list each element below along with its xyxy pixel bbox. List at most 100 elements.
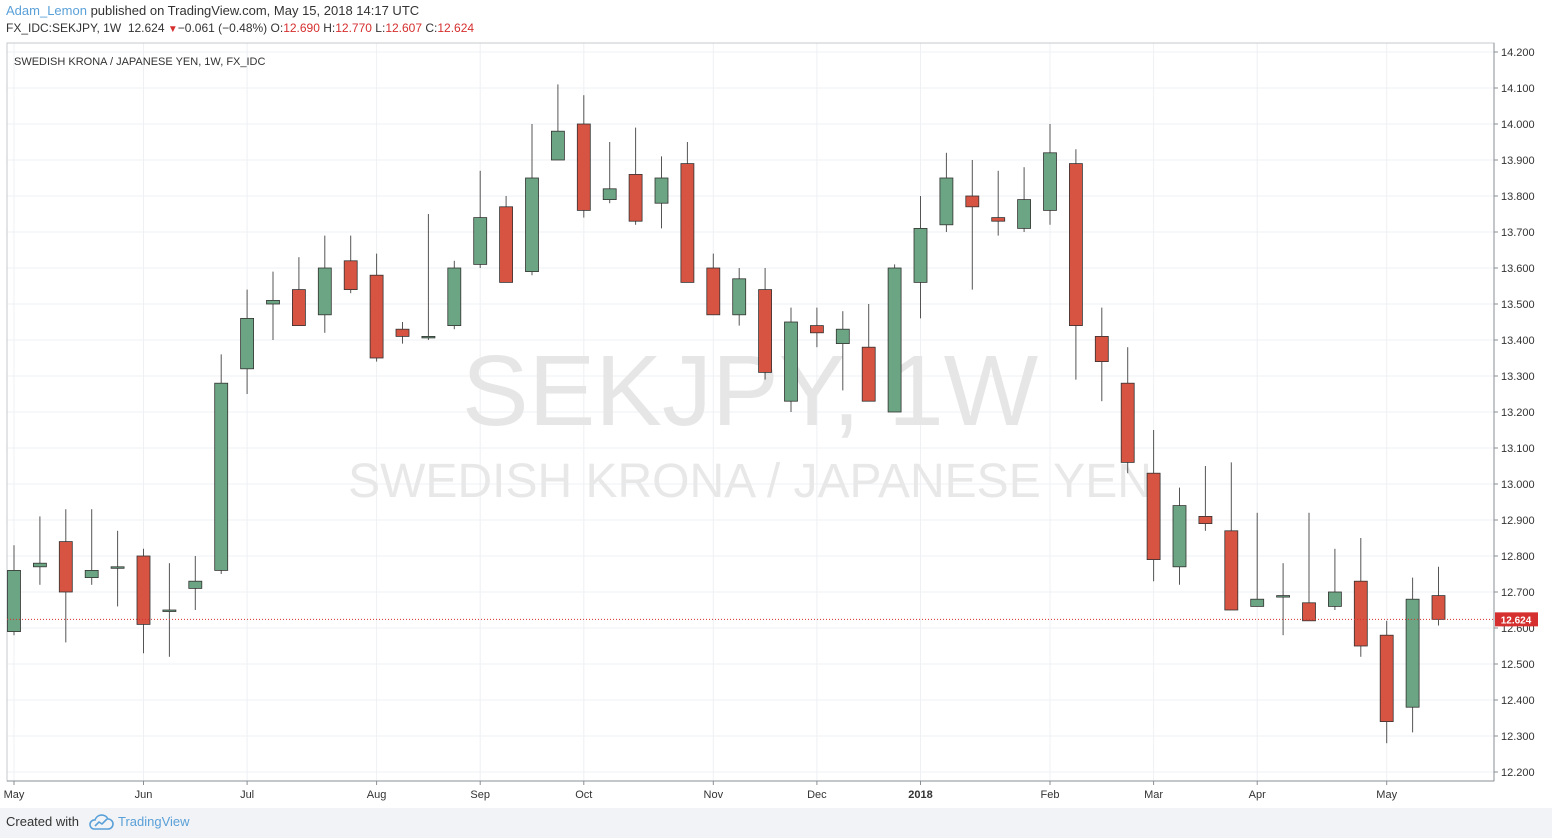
candle-body: [784, 321, 798, 402]
y-tick-label: 12.700: [1501, 587, 1535, 599]
author-link[interactable]: Adam_Lemon: [6, 3, 87, 18]
x-tick-label: Feb: [1041, 789, 1060, 801]
candle-body: [525, 177, 539, 272]
candle: [447, 260, 462, 330]
y-tick-label: 12.900: [1501, 515, 1535, 527]
time-axis[interactable]: May Jun Jul Aug Sep Oct Nov Dec 2018 Feb Mar Apr May: [4, 781, 1398, 801]
candles: [7, 84, 1446, 744]
candle: [58, 509, 73, 643]
x-tick-label: 2018: [908, 789, 932, 801]
candle-body: [343, 260, 358, 290]
candle: [291, 257, 306, 327]
down-triangle-icon: ▼: [167, 24, 178, 35]
candle: [499, 196, 514, 283]
candle: [1379, 620, 1394, 744]
watermark-name: SWEDISH KRONA / JAPANESE YEN: [348, 455, 1152, 508]
candle: [1353, 538, 1368, 657]
x-tick-label: Jul: [240, 789, 254, 801]
candle-body: [162, 609, 177, 612]
candle-body: [266, 299, 280, 305]
candle-body: [680, 163, 695, 283]
symbol-bar: FX_IDC:SEKJPY, 1W 12.624 ▼−0.061 (−0.48%…: [6, 21, 474, 35]
candle: [602, 142, 617, 204]
price-axis[interactable]: 12.20012.30012.40012.50012.60012.70012.8…: [1494, 47, 1535, 779]
candle: [1250, 512, 1265, 607]
candle-body: [1120, 382, 1135, 463]
candle-body: [240, 317, 255, 370]
tradingview-link[interactable]: TradingView: [118, 814, 190, 829]
tradingview-cloud-icon[interactable]: [88, 813, 114, 831]
candle-body: [110, 566, 125, 569]
candle-body: [1276, 595, 1290, 598]
candle-body: [499, 206, 514, 283]
candle-body: [1250, 598, 1265, 607]
y-tick-label: 14.000: [1501, 119, 1535, 131]
candle-body: [421, 335, 436, 339]
x-tick-label: Oct: [575, 789, 592, 801]
y-tick-label: 14.100: [1501, 83, 1535, 95]
candle-body: [861, 346, 876, 402]
candle-body: [1353, 580, 1368, 647]
candle-body: [7, 570, 21, 633]
candlestick-chart[interactable]: SEKJPY, 1W SWEDISH KRONA / JAPANESE YEN …: [0, 0, 1552, 808]
candle: [810, 307, 824, 348]
candle-body: [654, 177, 669, 204]
candle: [939, 152, 954, 232]
candle-body: [913, 227, 928, 283]
candle-body: [758, 289, 772, 373]
candle: [84, 509, 99, 585]
candle: [965, 160, 980, 290]
close-label: C:: [425, 21, 438, 35]
candle: [1198, 466, 1213, 531]
candle: [525, 124, 539, 276]
open-value: 12.690: [283, 21, 320, 35]
candle: [576, 95, 591, 218]
candle: [33, 516, 47, 585]
last-price-tag-text: 12.624: [1501, 615, 1532, 626]
candle: [1043, 124, 1057, 225]
x-tick-label: Nov: [704, 789, 724, 801]
candle: [1224, 462, 1239, 611]
footer: Created with TradingView: [0, 808, 1552, 838]
candle-body: [1302, 602, 1316, 622]
y-tick-label: 12.400: [1501, 695, 1535, 707]
candle-body: [1172, 505, 1187, 568]
candle: [706, 253, 721, 316]
candle: [421, 214, 436, 340]
x-tick-label: Dec: [807, 789, 827, 801]
y-tick-label: 12.500: [1501, 659, 1535, 671]
y-tick-label: 13.200: [1501, 407, 1535, 419]
candle: [1431, 566, 1446, 626]
candle-body: [447, 267, 462, 326]
candle-body: [706, 267, 721, 316]
low-value: 12.607: [385, 21, 423, 35]
open-label: O:: [270, 21, 284, 35]
last-price: 12.624: [127, 21, 165, 35]
candle-body: [1328, 591, 1342, 607]
candle-body: [1069, 163, 1083, 327]
candle: [1302, 512, 1316, 622]
candle: [266, 271, 280, 340]
candle: [913, 196, 928, 319]
candle: [317, 235, 332, 333]
candle-body: [369, 274, 384, 359]
y-tick-label: 13.900: [1501, 155, 1535, 167]
candle: [1276, 563, 1290, 636]
candle-body: [551, 130, 565, 161]
candle-body: [965, 195, 980, 208]
candle-body: [628, 173, 643, 222]
candle-body: [84, 570, 99, 579]
y-tick-label: 13.800: [1501, 191, 1535, 203]
candle: [1146, 430, 1161, 582]
candle-body: [810, 325, 824, 334]
candle: [887, 264, 902, 413]
candle-body: [1224, 530, 1239, 611]
x-tick-label: Mar: [1144, 789, 1163, 801]
candle-body: [1094, 335, 1109, 362]
symbol-name: FX_IDC:SEKJPY, 1W: [6, 21, 122, 35]
high-value: 12.770: [335, 21, 372, 35]
y-tick-label: 13.300: [1501, 371, 1535, 383]
candle: [1017, 167, 1031, 232]
candle: [784, 307, 798, 412]
candle: [758, 268, 772, 380]
